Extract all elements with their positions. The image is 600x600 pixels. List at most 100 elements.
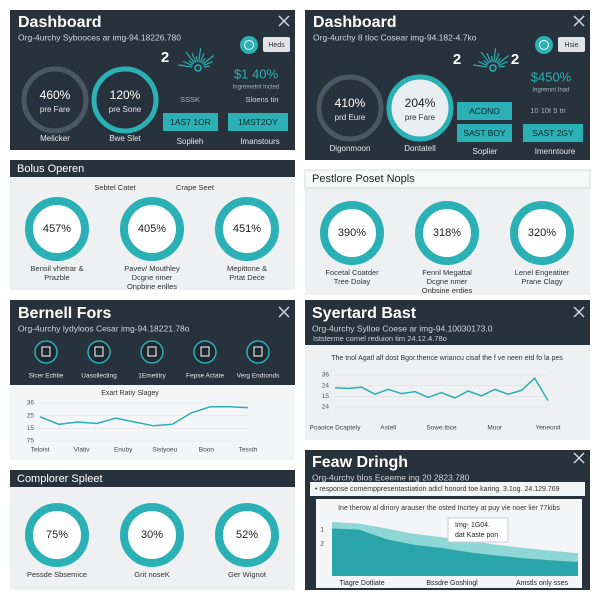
button-label: SAST BOY (463, 128, 506, 138)
close-icon[interactable] (573, 15, 585, 27)
y-tick-label: 36 (27, 400, 35, 407)
button[interactable] (523, 124, 583, 142)
gauge-value: 460% (40, 88, 71, 102)
close-icon[interactable] (278, 306, 290, 318)
feature-icon[interactable] (87, 340, 111, 364)
feature-icon[interactable] (193, 340, 217, 364)
y-tick-label: 24 (322, 404, 330, 411)
panel-header (10, 470, 295, 487)
ring-value: 451% (233, 223, 261, 235)
x-tick-label: Tetoist (31, 447, 50, 454)
ring-label: Bensil vhetrar & (31, 264, 84, 273)
ring-value: 30% (141, 529, 163, 541)
panel-header (10, 160, 295, 177)
x-tick-label: Astell (380, 425, 396, 432)
ring (120, 197, 184, 261)
globe-icon (539, 40, 549, 50)
note: • response comemppresentastiation adicl … (315, 486, 560, 493)
burst-icon (497, 55, 510, 65)
kpi: $1 40% (234, 66, 279, 81)
feature-icon (94, 346, 104, 357)
ring-value: 52% (236, 529, 258, 541)
subtitle: Org-4urchy lydyloos Cesar img-94.18221.7… (18, 323, 190, 333)
gauge (386, 74, 454, 142)
gauge-value: 204% (405, 96, 436, 110)
count: 2 (511, 51, 519, 68)
button[interactable] (457, 102, 512, 120)
button[interactable] (457, 124, 512, 142)
badge[interactable] (558, 37, 585, 52)
ring-label: Grit noseK (134, 570, 169, 579)
icon-label: 1Emetitry (138, 373, 166, 380)
burst-icon (496, 58, 501, 64)
ring-label: Onpbine enlles (127, 282, 177, 291)
icon-label: Fepse Actate (186, 373, 224, 380)
ring (215, 503, 279, 567)
ring (120, 503, 184, 567)
line-series (39, 406, 249, 427)
burst-icon (191, 52, 197, 63)
button-label: SAST 2GY (532, 128, 574, 138)
globe-button[interactable] (240, 36, 258, 54)
button-label: 1AS7 1OR (170, 117, 211, 127)
gauge (316, 74, 384, 142)
subtitle: Org-4urchy 8 tloc Cosear img-94.182-4.7k… (313, 32, 477, 42)
feature-icon[interactable] (246, 340, 270, 364)
gauge-sub: pre Fare (40, 105, 71, 114)
ring-top-label: Crape Seet (176, 183, 215, 192)
close-icon[interactable] (573, 306, 585, 318)
burst-icon (486, 52, 492, 63)
icon-label: Uasollecting (81, 373, 117, 380)
note: Iststerme comel reduion tim 24.12.4.78o (313, 334, 447, 343)
y-tick-label: 1 (320, 527, 324, 534)
ring-label: Pessde Sbsemice (27, 570, 87, 579)
feature-icon[interactable] (140, 340, 164, 364)
button[interactable] (228, 113, 288, 131)
panel-title: Syertard Bast (312, 305, 417, 322)
burst-icon (198, 48, 202, 63)
x-tick-label: Bssdre Goshingl (426, 580, 478, 587)
subtitle: Org-4urchy Sybooces ar img-94.18226.780 (18, 32, 181, 42)
gauge-label: Bwe Slet (109, 134, 141, 143)
ring-label: Tree Dolay (334, 277, 371, 286)
burst-icon (494, 52, 500, 63)
x-tick-label: Tiagre Dotliate (339, 580, 384, 587)
icon-label: Slcer Echtie (29, 373, 64, 380)
chart-title: Exart Ratiy Slagey (101, 390, 159, 397)
ring-label: Onbsine erdies (422, 286, 473, 295)
ring-value: 75% (46, 529, 68, 541)
globe-icon (244, 40, 254, 50)
chart-area (10, 385, 295, 460)
ring-label: Mepittone & (227, 264, 267, 273)
gauge-sub: pre Fare (405, 113, 436, 122)
kpi-note: Ingremetnt Incted (233, 85, 280, 91)
gauge-value: 120% (110, 88, 141, 102)
close-icon[interactable] (278, 15, 290, 27)
burst-icon (183, 61, 193, 67)
ring-label: Dcgne nmer (427, 277, 468, 286)
panel-title: Dashboard (313, 14, 397, 31)
burst-icon (202, 55, 215, 65)
panel-title: Bolus Operen (17, 163, 84, 175)
ring-value: 457% (43, 223, 71, 235)
ring-label: Focetal Coatder (325, 268, 379, 277)
y-tick-label: 24 (322, 382, 330, 389)
burst-icon (473, 64, 488, 68)
burst-icon (185, 51, 195, 64)
close-icon[interactable] (573, 452, 585, 464)
y-tick-label: 36 (322, 372, 330, 379)
ring-label: Fennl Megattal (422, 268, 472, 277)
button[interactable] (163, 113, 218, 131)
tooltip (447, 517, 509, 543)
ring (320, 201, 384, 265)
burst-icon (178, 64, 193, 68)
feature-icon (147, 346, 157, 357)
ring-value: 390% (338, 227, 366, 239)
burst-icon (201, 58, 206, 64)
globe-button[interactable] (535, 36, 553, 54)
ring-label: Lenel Engeatiter (515, 268, 570, 277)
feature-icon[interactable] (34, 340, 58, 364)
badge[interactable] (263, 37, 290, 52)
panel-title: Feaw Dringh (312, 454, 408, 471)
